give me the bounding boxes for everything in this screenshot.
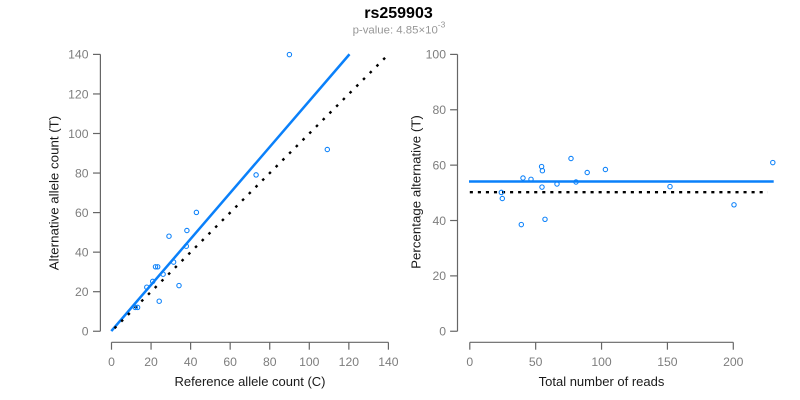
svg-text:0: 0 <box>466 355 473 369</box>
svg-text:80: 80 <box>432 103 446 117</box>
svg-text:140: 140 <box>378 355 399 369</box>
svg-text:100: 100 <box>299 355 320 369</box>
svg-text:100: 100 <box>68 127 89 141</box>
svg-text:0: 0 <box>108 355 115 369</box>
svg-text:20: 20 <box>75 285 89 299</box>
svg-text:0: 0 <box>439 325 446 339</box>
svg-text:Alternative allele count (T): Alternative allele count (T) <box>47 116 62 270</box>
svg-text:40: 40 <box>75 245 89 259</box>
svg-text:50: 50 <box>529 355 543 369</box>
svg-text:40: 40 <box>184 355 198 369</box>
svg-text:140: 140 <box>68 48 89 62</box>
svg-text:60: 60 <box>432 158 446 172</box>
svg-text:100: 100 <box>591 355 612 369</box>
svg-text:Reference allele count (C): Reference allele count (C) <box>174 374 325 389</box>
svg-text:60: 60 <box>75 206 89 220</box>
svg-text:100: 100 <box>426 48 447 62</box>
svg-text:Total number of reads: Total number of reads <box>539 374 665 389</box>
svg-text:rs259903: rs259903 <box>364 5 433 22</box>
svg-text:120: 120 <box>339 355 360 369</box>
svg-text:Percentage alternative (T): Percentage alternative (T) <box>409 115 424 269</box>
svg-text:150: 150 <box>657 355 678 369</box>
svg-text:80: 80 <box>75 166 89 180</box>
svg-text:40: 40 <box>432 214 446 228</box>
svg-text:p-value: 4.85×10: p-value: 4.85×10 <box>353 25 438 37</box>
svg-text:20: 20 <box>432 269 446 283</box>
svg-text:0: 0 <box>82 325 89 339</box>
svg-text:80: 80 <box>263 355 277 369</box>
svg-text:60: 60 <box>223 355 237 369</box>
svg-text:200: 200 <box>723 355 744 369</box>
svg-text:-3: -3 <box>438 20 446 30</box>
svg-text:120: 120 <box>68 87 89 101</box>
svg-text:20: 20 <box>144 355 158 369</box>
